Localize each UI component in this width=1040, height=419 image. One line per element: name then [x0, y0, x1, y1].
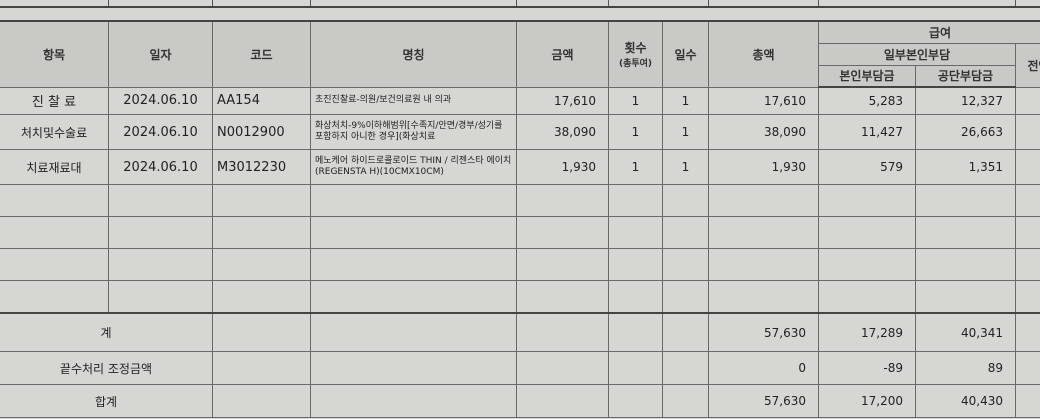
- row-code: M3012230: [212, 149, 311, 185]
- row-amount: 38,090: [516, 114, 609, 150]
- header-date: 일자: [108, 20, 213, 88]
- row-insurer: 1,351: [915, 149, 1016, 185]
- row-full: [1014, 86, 1040, 115]
- row-total: 17,610: [708, 86, 819, 115]
- table-row: 처치및수술료 2024.06.10 N0012900 화상처치-9%이하해범위[…: [0, 114, 1040, 150]
- header-count-sub: (총투여): [618, 59, 653, 70]
- header-partial-copay: 일부본인부담: [818, 42, 1016, 66]
- summary-insurer: 89: [915, 351, 1016, 385]
- header-total: 총액: [708, 20, 819, 88]
- summary-label: 계: [0, 312, 213, 352]
- row-code: AA154: [212, 86, 311, 115]
- summary-insurer: 40,430: [915, 384, 1016, 418]
- medical-fee-table: 항목 일자 코드 명칭 금액 횟수 (총투여) 일수 총액 급여 일부본인부담 전…: [0, 20, 1040, 418]
- header-code: 코드: [212, 20, 311, 88]
- table-row: 진 찰 료 2024.06.10 AA154 초진진찰료-의원/보건의료원 내 …: [0, 86, 1040, 115]
- row-insurer: 26,663: [915, 114, 1016, 150]
- row-name: 메노케어 하이드로콜로이드 THIN / 리젠스타 에이치 (REGENSTA …: [310, 149, 517, 185]
- header-name: 명칭: [310, 20, 517, 88]
- grand-total-row: 합계 57,630 17,200 40,430: [0, 384, 1040, 418]
- summary-patient: 17,289: [818, 312, 916, 352]
- summary-label: 끝수처리 조정금액: [0, 351, 213, 385]
- summary-label: 합계: [0, 384, 213, 418]
- row-insurer: 12,327: [915, 86, 1016, 115]
- header-count: 횟수 (총투여): [608, 20, 663, 88]
- row-count: 1: [608, 86, 663, 115]
- row-amount: 1,930: [516, 149, 609, 185]
- empty-row: [0, 216, 1040, 249]
- row-full: [1014, 149, 1040, 185]
- row-date: 2024.06.10: [108, 86, 213, 115]
- header-days: 일수: [662, 20, 709, 88]
- row-date: 2024.06.10: [108, 149, 213, 185]
- row-days: 1: [662, 86, 709, 115]
- summary-total: 57,630: [708, 312, 819, 352]
- header-amount: 금액: [516, 20, 609, 88]
- row-count: 1: [608, 149, 663, 185]
- summary-total: 57,630: [708, 384, 819, 418]
- header-full-copay: 전액: [1014, 42, 1040, 88]
- header-covered: 급여: [817, 20, 1040, 44]
- subtotal-row: 계 57,630 17,289 40,341: [0, 312, 1040, 352]
- row-total: 38,090: [708, 114, 819, 150]
- header-patient-share: 본인부담금: [818, 64, 916, 88]
- row-count: 1: [608, 114, 663, 150]
- row-total: 1,930: [708, 149, 819, 185]
- row-item: 치료재료대: [0, 149, 109, 185]
- empty-row: [0, 248, 1040, 281]
- row-days: 1: [662, 114, 709, 150]
- table-row: 치료재료대 2024.06.10 M3012230 메노케어 하이드로콜로이드 …: [0, 149, 1040, 185]
- row-item: 처치및수술료: [0, 114, 109, 150]
- row-date: 2024.06.10: [108, 114, 213, 150]
- header-count-label: 횟수: [624, 41, 647, 56]
- summary-patient: -89: [818, 351, 916, 385]
- header-item: 항목: [0, 20, 109, 88]
- empty-row: [0, 184, 1040, 217]
- summary-patient: 17,200: [818, 384, 916, 418]
- empty-row: [0, 280, 1040, 314]
- row-days: 1: [662, 149, 709, 185]
- row-item: 진 찰 료: [0, 86, 109, 115]
- row-full: [1014, 114, 1040, 150]
- row-code: N0012900: [212, 114, 311, 150]
- row-amount: 17,610: [516, 86, 609, 115]
- summary-insurer: 40,341: [915, 312, 1016, 352]
- row-patient: 579: [818, 149, 916, 185]
- header-insurer-share: 공단부담금: [915, 64, 1016, 88]
- previous-row-strip: [0, 0, 1040, 8]
- row-name: 초진진찰료-의원/보건의료원 내 의과: [310, 86, 517, 115]
- summary-total: 0: [708, 351, 819, 385]
- row-name: 화상처치-9%이하해범위[수족지/안면/경부/성기를 포함하지 아니한 경우](…: [310, 114, 517, 150]
- row-patient: 11,427: [818, 114, 916, 150]
- row-patient: 5,283: [818, 86, 916, 115]
- rounding-adjustment-row: 끝수처리 조정금액 0 -89 89: [0, 351, 1040, 385]
